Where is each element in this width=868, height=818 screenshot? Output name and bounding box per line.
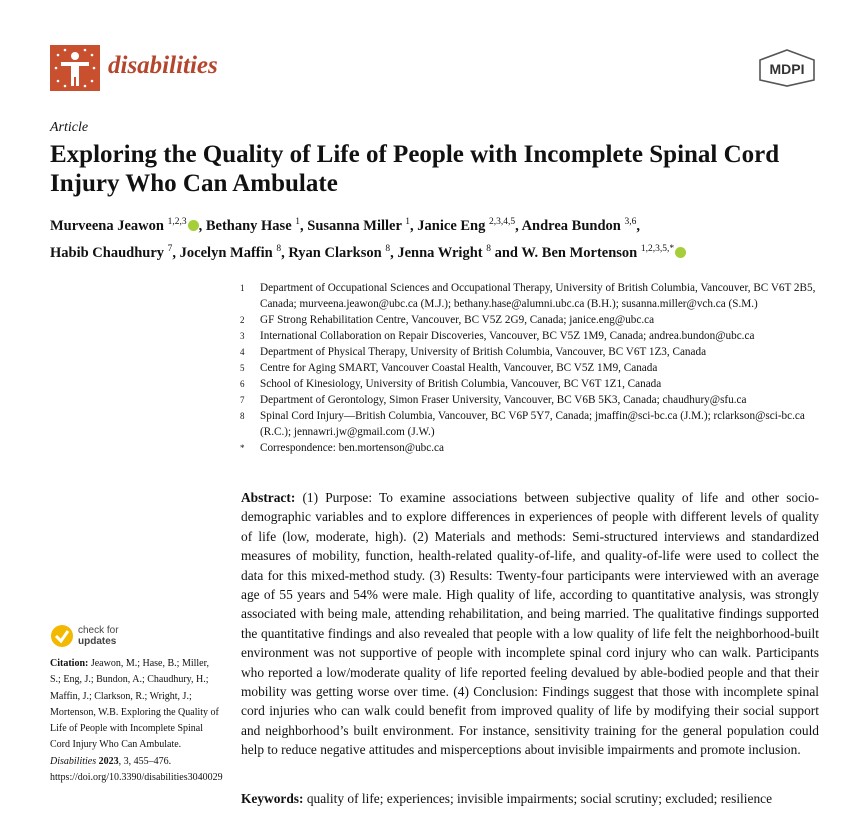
affiliation: 3 International Collaboration on Repair D… bbox=[240, 328, 830, 344]
author-affil: 8 bbox=[385, 243, 391, 254]
author-name: Habib Chaudhury bbox=[50, 244, 165, 261]
author-name: Ryan Clarkson bbox=[288, 244, 382, 261]
citation-label: Citation: bbox=[50, 658, 89, 669]
affiliation-text: International Collaboration on Repair Di… bbox=[260, 330, 755, 342]
citation-text: Jeawon, M.; Hase, B.; Miller, S.; Eng, J… bbox=[50, 658, 219, 751]
journal-name: disabilities bbox=[108, 52, 218, 79]
journal-logo bbox=[50, 45, 100, 91]
author-affil: 1 bbox=[405, 217, 411, 227]
publisher: MDPI bbox=[770, 61, 805, 77]
separator: , bbox=[172, 244, 180, 261]
authors: Murveena Jeawon 1,2,3, Bethany Hase 1, S… bbox=[50, 211, 850, 265]
affiliation: 6 School of Kinesiology, University of Br… bbox=[240, 376, 830, 392]
separator: , bbox=[636, 217, 640, 234]
citation-journal: Disabilities bbox=[50, 755, 97, 767]
keywords: Keywords: quality of life; experiences; … bbox=[241, 791, 831, 807]
title: Exploring the Quality of Life of People … bbox=[50, 141, 780, 197]
affiliation-mark: 2 bbox=[240, 315, 245, 325]
affiliation-mark: 4 bbox=[240, 347, 245, 357]
affiliation-text: Correspondence: ben.mortenson@ubc.ca bbox=[260, 442, 444, 454]
orcid-icon bbox=[675, 246, 687, 258]
abstract: Abstract: (1) Purpose: To examine associ… bbox=[241, 488, 819, 760]
author-affil: 1,2,3,5,* bbox=[640, 243, 675, 254]
author-affil: 1,2,3 bbox=[167, 217, 187, 227]
check-line: check for bbox=[78, 625, 119, 636]
affiliation-text: Spinal Cord Injury—British Columbia, Van… bbox=[260, 410, 805, 438]
separator: , bbox=[390, 244, 398, 261]
affiliation-text: Department of Physical Therapy, Universi… bbox=[260, 346, 707, 358]
author-affil: 3,6 bbox=[624, 217, 637, 227]
author-name: Jocelyn Maffin bbox=[179, 244, 273, 261]
abstract-label: Abstract: bbox=[241, 490, 296, 505]
affiliation-mark: * bbox=[240, 443, 245, 453]
author-name: Bethany Hase bbox=[205, 217, 292, 234]
affiliation: 2 GF Strong Rehabilitation Centre, Vancou… bbox=[240, 312, 830, 328]
citation-text: , 3, 455–476. https://doi.org/10.3390/di… bbox=[50, 755, 223, 784]
citation: Citation: Jeawon, M.; Hase, B.; Miller, … bbox=[50, 656, 223, 786]
author-name: W. Ben Mortenson bbox=[521, 244, 638, 261]
orcid-icon bbox=[187, 219, 199, 231]
affiliation: 8 Spinal Cord Injury—British Columbia, Va… bbox=[240, 408, 830, 440]
affiliation-mark: 8 bbox=[240, 411, 245, 421]
separator: , bbox=[515, 217, 522, 234]
keywords-label: Keywords: bbox=[241, 791, 304, 806]
author-name: Susanna Miller bbox=[307, 217, 402, 234]
publisher-logo: MDPI bbox=[759, 49, 815, 87]
affiliation-text: Department of Gerontology, Simon Fraser … bbox=[260, 394, 747, 406]
check-line: updates bbox=[78, 636, 117, 647]
author-name: Jenna Wright bbox=[397, 244, 483, 261]
affiliation: 4 Department of Physical Therapy, Univers… bbox=[240, 344, 830, 360]
author-affil: 1 bbox=[295, 217, 301, 227]
separator: , bbox=[410, 217, 418, 234]
affiliation-text: GF Strong Rehabilitation Centre, Vancouv… bbox=[260, 314, 655, 326]
separator: , bbox=[300, 217, 308, 234]
affiliation-text: Centre for Aging SMART, Vancouver Coasta… bbox=[260, 362, 658, 374]
author-affil: 2,3,4,5 bbox=[489, 217, 516, 227]
article-type: Article bbox=[50, 120, 89, 135]
author-name: Janice Eng bbox=[417, 217, 486, 234]
affiliation-mark: 7 bbox=[240, 395, 245, 405]
conjunction: and bbox=[494, 244, 518, 261]
affiliation: 5 Centre for Aging SMART, Vancouver Coast… bbox=[240, 360, 830, 376]
affiliation: 1 Department of Occupational Sciences and… bbox=[240, 280, 830, 312]
author-affil: 8 bbox=[276, 243, 282, 254]
citation-year: 2023 bbox=[96, 755, 119, 767]
author-name: Murveena Jeawon bbox=[50, 217, 164, 234]
affiliation: * Correspondence: ben.mortenson@ubc.ca bbox=[240, 440, 830, 456]
affiliations: 1 Department of Occupational Sciences and… bbox=[240, 280, 830, 456]
author-name: Andrea Bundon bbox=[521, 217, 621, 234]
affiliation-mark: 5 bbox=[240, 363, 245, 373]
keywords-text: quality of life; experiences; invisible … bbox=[306, 791, 773, 806]
author-affil: 8 bbox=[486, 243, 491, 254]
check-updates[interactable]: check for updates bbox=[50, 624, 119, 648]
affiliation-text: Department of Occupational Sciences and … bbox=[260, 282, 816, 310]
affiliation-text: School of Kinesiology, University of Bri… bbox=[260, 378, 662, 390]
check-icon bbox=[51, 625, 73, 647]
separator: , bbox=[281, 244, 289, 261]
separator: , bbox=[198, 217, 206, 234]
abstract-text: (1) Purpose: To examine associations bet… bbox=[241, 490, 819, 758]
affiliation-mark: 1 bbox=[240, 283, 245, 293]
affiliation-mark: 6 bbox=[240, 379, 245, 389]
affiliation: 7 Department of Gerontology, Simon Fraser… bbox=[240, 392, 830, 408]
affiliation-mark: 3 bbox=[240, 331, 245, 341]
author-affil: 7 bbox=[167, 243, 173, 254]
